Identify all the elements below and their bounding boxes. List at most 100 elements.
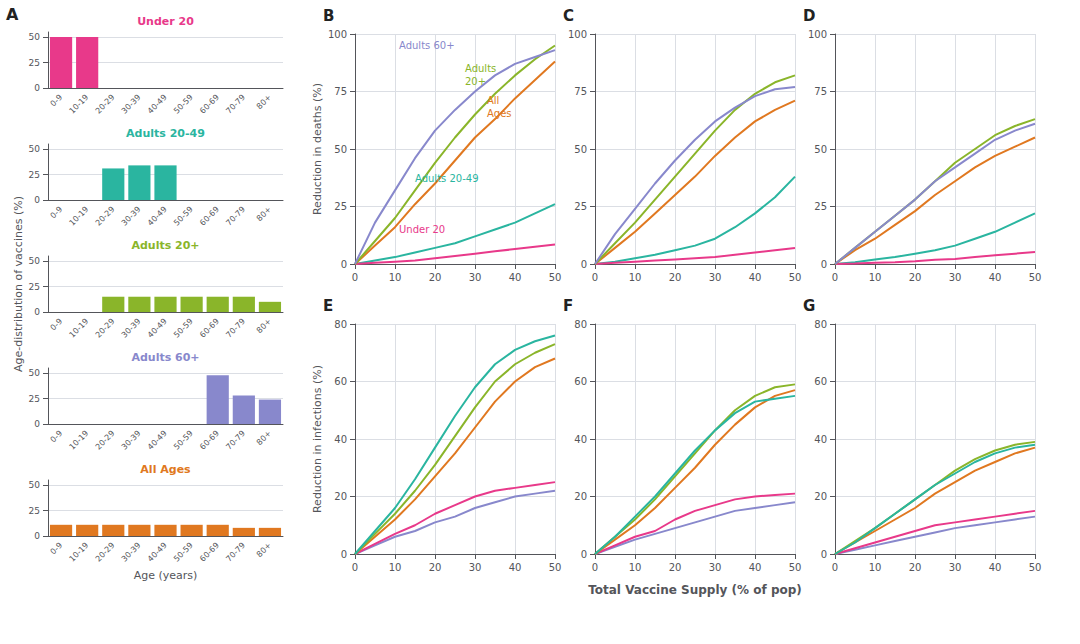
svg-text:10-19: 10-19 <box>68 317 91 340</box>
svg-text:40-49: 40-49 <box>146 429 169 452</box>
svg-text:0: 0 <box>821 549 827 560</box>
svg-text:Age-distribution of vaccines (: Age-distribution of vaccines (%) <box>12 196 25 372</box>
svg-text:50-59: 50-59 <box>172 429 195 452</box>
svg-text:10: 10 <box>629 272 642 283</box>
svg-text:F: F <box>563 297 573 315</box>
svg-text:25: 25 <box>574 201 587 212</box>
svg-text:40-49: 40-49 <box>146 317 169 340</box>
svg-text:40: 40 <box>509 272 522 283</box>
svg-text:50: 50 <box>29 144 41 154</box>
svg-text:30-39: 30-39 <box>120 317 143 340</box>
svg-text:60-69: 60-69 <box>198 429 221 452</box>
svg-text:50: 50 <box>1029 272 1042 283</box>
svg-text:25: 25 <box>29 394 40 404</box>
svg-text:50: 50 <box>814 144 827 155</box>
svg-text:10-19: 10-19 <box>68 93 91 116</box>
svg-text:75: 75 <box>574 86 587 97</box>
svg-text:100: 100 <box>328 29 347 40</box>
svg-text:20-29: 20-29 <box>94 205 117 228</box>
svg-text:A: A <box>6 5 19 24</box>
svg-text:20: 20 <box>909 562 922 573</box>
svg-text:60: 60 <box>574 376 587 387</box>
svg-text:20: 20 <box>429 562 442 573</box>
svg-text:50: 50 <box>574 144 587 155</box>
svg-text:Reduction in infections (%): Reduction in infections (%) <box>311 365 324 513</box>
svg-text:70-79: 70-79 <box>224 429 247 452</box>
svg-text:30-39: 30-39 <box>120 541 143 564</box>
svg-text:70-79: 70-79 <box>224 205 247 228</box>
svg-text:Age (years): Age (years) <box>134 569 198 582</box>
svg-text:10: 10 <box>629 562 642 573</box>
svg-text:40-49: 40-49 <box>146 93 169 116</box>
svg-text:10-19: 10-19 <box>68 429 91 452</box>
svg-text:80+: 80+ <box>255 317 273 335</box>
svg-text:0: 0 <box>592 272 598 283</box>
svg-text:40: 40 <box>574 434 587 445</box>
svg-text:0: 0 <box>341 259 347 270</box>
svg-text:25: 25 <box>29 506 40 516</box>
svg-text:30: 30 <box>949 562 962 573</box>
svg-text:Adults 20-49: Adults 20-49 <box>415 173 479 184</box>
svg-text:70-79: 70-79 <box>224 93 247 116</box>
svg-text:80+: 80+ <box>255 429 273 447</box>
svg-text:70-79: 70-79 <box>224 541 247 564</box>
svg-text:50: 50 <box>549 272 562 283</box>
svg-text:20: 20 <box>669 562 682 573</box>
svg-text:0: 0 <box>34 307 40 317</box>
svg-text:Adults 60+: Adults 60+ <box>131 351 199 364</box>
svg-text:0-9: 0-9 <box>49 429 65 445</box>
svg-text:G: G <box>803 297 815 315</box>
svg-text:10-19: 10-19 <box>68 205 91 228</box>
svg-text:30: 30 <box>469 272 482 283</box>
svg-text:60: 60 <box>334 376 347 387</box>
svg-text:0: 0 <box>34 419 40 429</box>
svg-text:0-9: 0-9 <box>49 317 65 333</box>
svg-text:50: 50 <box>1029 562 1042 573</box>
svg-text:40: 40 <box>334 434 347 445</box>
svg-text:50-59: 50-59 <box>172 317 195 340</box>
svg-text:20: 20 <box>669 272 682 283</box>
svg-text:B: B <box>323 7 334 25</box>
svg-text:30-39: 30-39 <box>120 429 143 452</box>
svg-text:40-49: 40-49 <box>146 541 169 564</box>
svg-text:Adults 60+: Adults 60+ <box>399 40 455 51</box>
svg-text:0-9: 0-9 <box>49 93 65 109</box>
svg-text:60-69: 60-69 <box>198 541 221 564</box>
svg-text:50: 50 <box>29 32 41 42</box>
svg-text:50: 50 <box>29 368 41 378</box>
svg-text:0-9: 0-9 <box>49 205 65 221</box>
svg-text:40-49: 40-49 <box>146 205 169 228</box>
svg-text:80: 80 <box>334 319 347 330</box>
svg-text:25: 25 <box>334 201 347 212</box>
svg-text:30: 30 <box>949 272 962 283</box>
svg-text:40: 40 <box>814 434 827 445</box>
svg-text:E: E <box>323 297 333 315</box>
svg-text:50-59: 50-59 <box>172 541 195 564</box>
svg-text:D: D <box>803 7 815 25</box>
svg-text:40: 40 <box>989 562 1002 573</box>
svg-text:0: 0 <box>581 259 587 270</box>
svg-text:C: C <box>563 7 574 25</box>
svg-text:80: 80 <box>814 319 827 330</box>
svg-text:0: 0 <box>352 272 358 283</box>
svg-text:80+: 80+ <box>255 205 273 223</box>
svg-text:10-19: 10-19 <box>68 541 91 564</box>
svg-text:40: 40 <box>749 272 762 283</box>
svg-text:0: 0 <box>821 259 827 270</box>
svg-text:10: 10 <box>389 562 402 573</box>
svg-text:All: All <box>487 95 499 106</box>
svg-text:30: 30 <box>469 562 482 573</box>
svg-text:Ages: Ages <box>487 108 512 119</box>
svg-text:20: 20 <box>334 491 347 502</box>
svg-text:50: 50 <box>29 480 41 490</box>
svg-text:0: 0 <box>581 549 587 560</box>
svg-text:20+: 20+ <box>465 76 486 87</box>
svg-text:20: 20 <box>814 491 827 502</box>
svg-text:0: 0 <box>34 83 40 93</box>
svg-text:40: 40 <box>989 272 1002 283</box>
svg-text:20: 20 <box>429 272 442 283</box>
svg-text:100: 100 <box>568 29 587 40</box>
svg-text:40: 40 <box>509 562 522 573</box>
svg-text:Total Vaccine Supply (% of pop: Total Vaccine Supply (% of pop) <box>588 583 802 597</box>
svg-text:60-69: 60-69 <box>198 317 221 340</box>
